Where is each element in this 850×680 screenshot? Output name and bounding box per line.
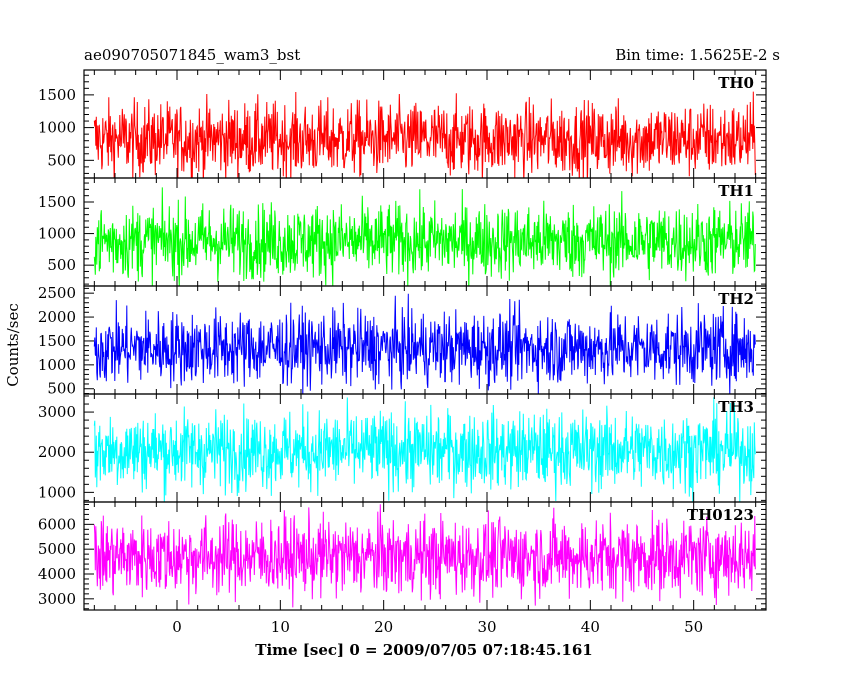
y-tick-label: 1500 — [38, 332, 76, 350]
y-tick-label: 500 — [47, 256, 76, 274]
panel-label-th0123: TH0123 — [687, 506, 754, 524]
y-tick-label: 2500 — [38, 284, 76, 302]
x-axis-label: Time [sec] 0 = 2009/07/05 07:18:45.161 — [255, 641, 592, 659]
panel-label-th0: TH0 — [718, 74, 754, 92]
panel-label-th1: TH1 — [718, 182, 754, 200]
panel-label-th3: TH3 — [718, 398, 754, 416]
panels-group: 50010001500TH050010001500TH1500100015002… — [38, 69, 767, 636]
y-tick-label: 500 — [47, 151, 76, 169]
y-tick-label: 6000 — [38, 515, 76, 533]
y-tick-label: 500 — [47, 380, 76, 398]
series-th2 — [93, 293, 756, 394]
series-th1 — [93, 187, 756, 286]
y-tick-label: 1500 — [38, 193, 76, 211]
x-tick-label: 40 — [581, 618, 600, 636]
x-tick-label: 10 — [271, 618, 290, 636]
y-tick-label: 2000 — [38, 443, 76, 461]
y-tick-label: 5000 — [38, 540, 76, 558]
y-tick-label: 1000 — [38, 119, 76, 137]
y-tick-label: 1000 — [38, 225, 76, 243]
series-th3 — [93, 397, 756, 502]
y-tick-label: 1000 — [38, 483, 76, 501]
series-th0 — [93, 91, 756, 178]
y-tick-label: 1500 — [38, 86, 76, 104]
y-axis-label: Counts/sec — [4, 303, 22, 387]
chart-title: ae090705071845_wam3_bst — [84, 46, 300, 64]
x-tick-label: 0 — [172, 618, 182, 636]
y-tick-label: 3000 — [38, 590, 76, 608]
bin-time-label: Bin time: 1.5625E-2 s — [615, 46, 780, 64]
y-tick-label: 1000 — [38, 356, 76, 374]
panel-label-th2: TH2 — [718, 290, 754, 308]
series-th0123 — [93, 504, 756, 608]
x-tick-label: 20 — [374, 618, 393, 636]
x-tick-label: 30 — [477, 618, 496, 636]
y-tick-label: 4000 — [38, 565, 76, 583]
y-tick-label: 2000 — [38, 308, 76, 326]
y-tick-label: 3000 — [38, 403, 76, 421]
x-tick-label: 50 — [684, 618, 703, 636]
